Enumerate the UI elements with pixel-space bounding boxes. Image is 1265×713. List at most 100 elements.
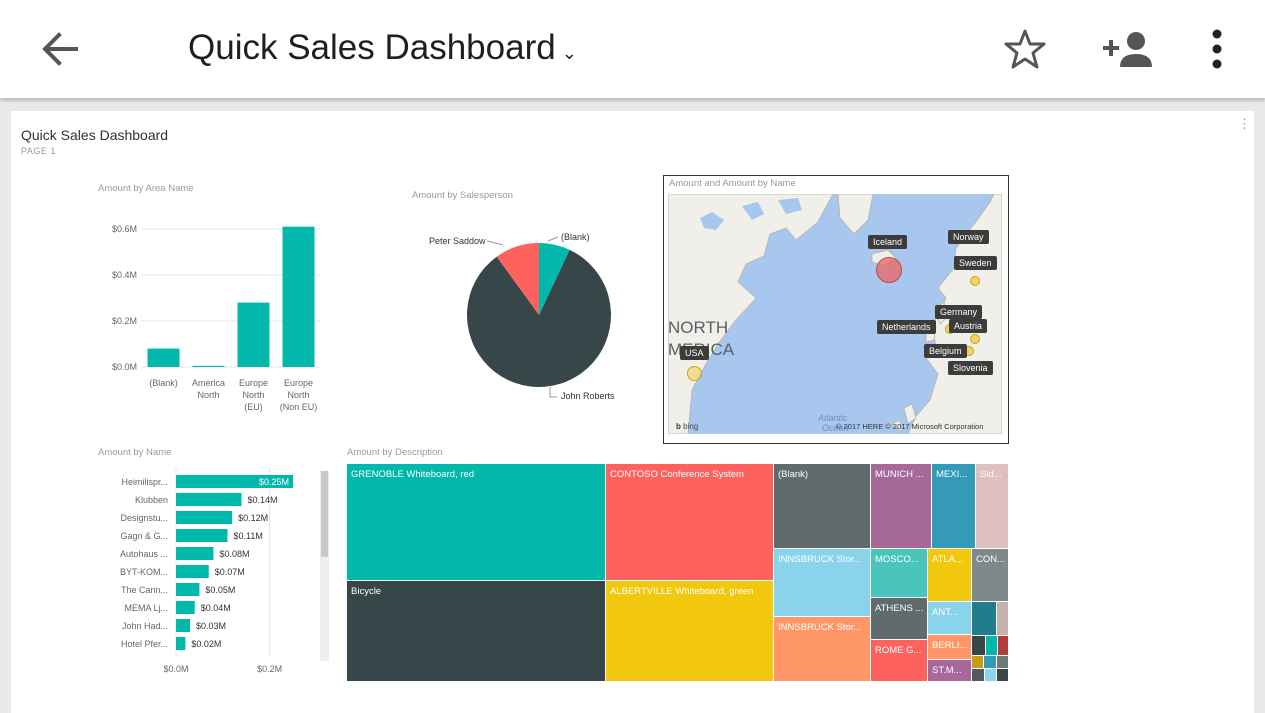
area-ytick-label: $0.6M [112,224,137,234]
treemap-small-cell[interactable] [998,636,1009,656]
name-xtick-label: $0.2M [257,664,282,674]
dashboard-title: Quick Sales Dashboard [188,28,556,67]
treemap-cell[interactable]: INNSBRUCK Stor... [774,617,871,682]
more-vert-icon[interactable] [1206,28,1228,70]
pie-label-john: John Roberts [561,391,615,401]
name-bar [176,511,233,524]
treemap-cell[interactable]: MUNICH ... [871,464,932,549]
name-ytick-label: BYT-KOM... [120,567,168,577]
map-area[interactable]: NORTH MERICA Atlantic Ocean Iceland Norw… [668,194,1002,434]
treemap-cell-label: Sid... [980,469,1002,480]
name-bar [176,565,209,578]
name-chart-scrollbar-track[interactable] [320,471,329,661]
treemap-small-cell[interactable] [986,636,998,656]
map-tag-iceland: Iceland [868,235,908,249]
map-tag-belgium: Belgium [924,344,967,358]
treemap-cell-label: ANT... [932,607,958,618]
treemap-cell[interactable]: ATHENS ... [871,598,928,640]
arrow-left-icon[interactable] [40,30,80,68]
treemap-small-cell[interactable] [972,656,984,669]
map-bubble-usa[interactable] [687,366,702,381]
area-bar-chart[interactable]: $0.6M $0.4M $0.2M $0.0M (Blank) America North E… [81,211,331,421]
treemap-small-cell[interactable] [984,656,997,669]
area-xtick-label: America [192,378,225,388]
treemap-cell[interactable]: ALBERTVILLE Whiteboard, green [606,581,774,682]
area-xtick-label: North [287,390,309,400]
name-bar-value: $0.02M [191,639,221,649]
map-bubble-sweden[interactable] [970,276,980,286]
treemap-cell[interactable]: GRENOBLE Whiteboard, red [347,464,606,581]
pie-leader-peter [486,240,504,246]
map-tag-austria: Austria [949,319,988,333]
map-tag-netherlands: Netherlands [877,320,936,334]
treemap-cell[interactable]: ATLA... [928,549,972,602]
area-bar [147,348,180,367]
treemap-cell-label: ATLA... [932,554,963,565]
salesperson-pie-chart[interactable]: Peter Saddow (Blank) John Roberts [411,223,631,408]
pie-chart-title: Amount by Salesperson [412,190,513,201]
name-chart-title: Amount by Name [98,447,172,458]
treemap-cell[interactable]: MEXI... [932,464,976,549]
name-bar [176,619,191,632]
chevron-down-icon: ⌄ [561,43,577,63]
treemap-cell-label: ROME G... [875,645,922,656]
bing-logo: b bing [676,422,699,431]
map-visual[interactable]: Amount and Amount by Name NORTH MERICA A… [663,175,1009,444]
treemap-small-cell[interactable] [997,656,1009,669]
treemap-small-cell[interactable] [997,602,1009,636]
area-bar [282,226,315,367]
name-bar [176,637,186,650]
treemap-cell[interactable]: ROME G... [871,640,928,682]
map-bubble-iceland[interactable] [876,257,902,283]
name-chart-scrollbar-thumb[interactable] [321,471,328,557]
treemap-cell-label: MEXI... [936,469,968,480]
treemap-small-cell[interactable] [972,669,985,682]
treemap-cell-label: INNSBRUCK Stor... [778,622,862,633]
name-bar [176,583,200,596]
treemap-cell[interactable]: ST.M... [928,660,972,682]
person-add-icon[interactable] [1102,30,1154,68]
treemap-cell[interactable]: Sid... [976,464,1009,549]
map-bubble-austria[interactable] [970,334,980,344]
pie-leader-blank [547,236,559,242]
treemap-cell[interactable]: CONTOSO Conference System [606,464,774,581]
area-bar [237,302,270,367]
name-bar-value: $0.07M [215,567,245,577]
map-tag-norway: Norway [948,230,989,244]
treemap-cell-label: INNSBRUCK Stor... [778,554,862,565]
area-xtick-label: (Non EU) [280,402,318,412]
map-tag-slovenia: Slovenia [948,361,993,375]
treemap-cell-label: BERLI... [932,640,968,651]
description-treemap[interactable]: GRENOBLE Whiteboard, red Bicycle CONTOSO C… [347,464,1009,682]
treemap-small-cell[interactable] [972,636,986,656]
name-bar [176,529,228,542]
star-outline-icon[interactable] [1004,28,1046,70]
name-bar [176,601,195,614]
area-xtick-label: North [242,390,264,400]
treemap-cell[interactable]: (Blank) [774,464,871,549]
treemap-cell[interactable]: ANT... [928,602,972,635]
map-tag-germany: Germany [935,305,983,319]
area-xtick-label: Europe [284,378,313,388]
treemap-small-cell[interactable] [997,669,1009,682]
treemap-cell[interactable]: Bicycle [347,581,606,682]
treemap-cell-label: MOSCO... [875,554,919,565]
treemap-small-cell[interactable] [972,602,997,636]
treemap-cell[interactable]: BERLI... [928,635,972,660]
report-page-label: PAGE 1 [21,146,56,156]
name-ytick-label: Hotel Pfer... [121,639,168,649]
name-bar-chart[interactable]: Heimilispr... $0.25M Klubben $0.14M Designst… [91,467,331,679]
name-bar [176,475,293,488]
treemap-cell[interactable]: MOSCO... [871,549,928,598]
report-canvas: Quick Sales Dashboard PAGE 1 ⋮ Amount by… [11,111,1254,713]
treemap-small-cell[interactable] [985,669,997,682]
pie-slice [539,243,570,315]
treemap-cell-label: ATHENS ... [875,603,924,614]
dashboard-title-dropdown[interactable]: Quick Sales Dashboard ⌄ [188,28,577,68]
map-ocean-label-1: Atlantic [818,413,848,423]
name-bar-value: $0.11M [233,531,262,541]
treemap-cell[interactable]: CON... [972,549,1009,602]
report-more-icon[interactable]: ⋮ [1238,116,1251,131]
treemap-cell[interactable]: INNSBRUCK Stor... [774,549,871,617]
area-xtick-label: (EU) [244,402,263,412]
